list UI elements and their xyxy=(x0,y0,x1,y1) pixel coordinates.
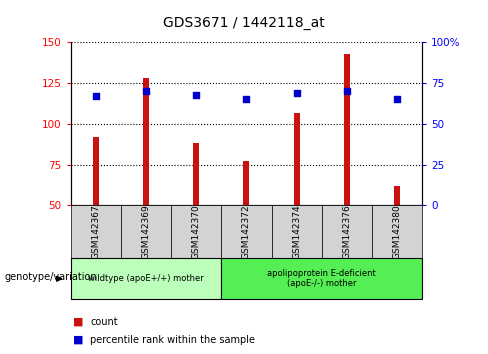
Bar xyxy=(344,54,350,205)
FancyBboxPatch shape xyxy=(71,258,222,299)
Bar xyxy=(294,113,300,205)
Text: percentile rank within the sample: percentile rank within the sample xyxy=(90,335,255,345)
Text: GSM142374: GSM142374 xyxy=(292,205,301,259)
FancyBboxPatch shape xyxy=(271,205,322,258)
Point xyxy=(92,93,100,99)
Point xyxy=(343,88,351,94)
Point xyxy=(142,88,150,94)
FancyBboxPatch shape xyxy=(121,205,171,258)
FancyBboxPatch shape xyxy=(222,205,271,258)
FancyBboxPatch shape xyxy=(322,205,372,258)
Text: genotype/variation: genotype/variation xyxy=(5,272,98,282)
Text: count: count xyxy=(90,317,118,327)
Text: wildtype (apoE+/+) mother: wildtype (apoE+/+) mother xyxy=(88,274,204,283)
Text: apolipoprotein E-deficient
(apoE-/-) mother: apolipoprotein E-deficient (apoE-/-) mot… xyxy=(267,269,376,289)
Point xyxy=(293,90,301,96)
Point xyxy=(243,97,250,102)
Text: ■: ■ xyxy=(73,317,84,327)
Text: GSM142376: GSM142376 xyxy=(342,205,351,259)
FancyBboxPatch shape xyxy=(71,205,121,258)
Text: GSM142370: GSM142370 xyxy=(192,205,201,259)
Text: ■: ■ xyxy=(73,335,84,345)
Text: GSM142369: GSM142369 xyxy=(142,205,151,259)
Text: GSM142372: GSM142372 xyxy=(242,205,251,259)
Text: GSM142367: GSM142367 xyxy=(91,205,101,259)
Point xyxy=(393,97,401,102)
FancyBboxPatch shape xyxy=(372,205,422,258)
FancyBboxPatch shape xyxy=(222,258,422,299)
FancyBboxPatch shape xyxy=(171,205,222,258)
Bar xyxy=(193,143,199,205)
Text: GSM142380: GSM142380 xyxy=(392,205,402,259)
Text: GDS3671 / 1442118_at: GDS3671 / 1442118_at xyxy=(163,16,325,30)
Bar xyxy=(244,161,249,205)
Bar xyxy=(93,137,99,205)
Point xyxy=(192,92,200,97)
Bar xyxy=(143,78,149,205)
Bar xyxy=(394,186,400,205)
